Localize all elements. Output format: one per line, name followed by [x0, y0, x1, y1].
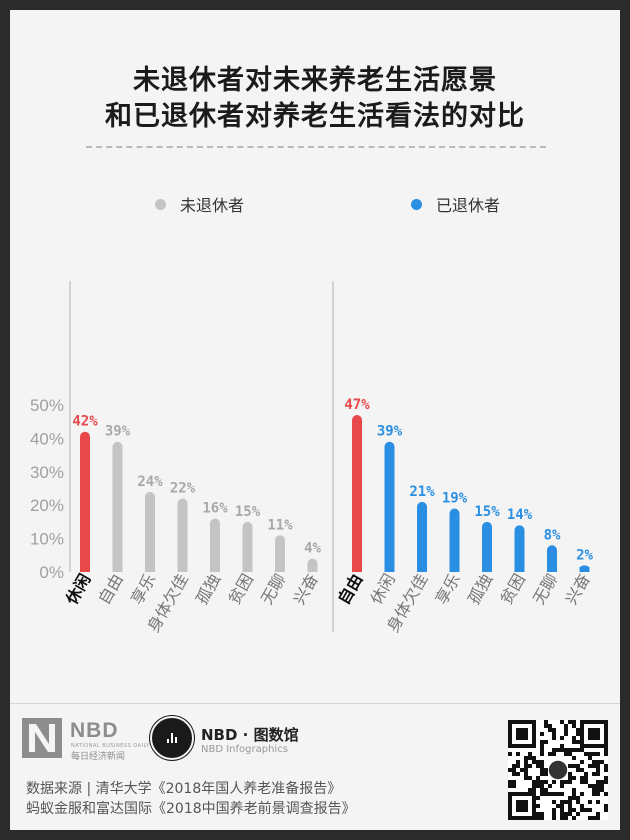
nbd-logo: NBD NATIONAL BUSINESS DAILY 每日经济新闻 — [22, 718, 172, 766]
bar-base — [514, 567, 525, 572]
data-label: 16% — [202, 501, 228, 517]
title-divider — [86, 146, 546, 148]
bar — [145, 491, 155, 572]
nbd-n-icon — [22, 718, 62, 758]
legend-dot-gray — [155, 198, 166, 210]
data-label: 24% — [137, 474, 163, 490]
bar-base — [547, 567, 557, 572]
infographics-title: NBD · 图数馆 — [201, 726, 299, 744]
source-line-2: 蚂蚁金服和富达国际《2018中国养老前景调查报告》 — [26, 801, 356, 817]
category-label: 休闲 — [62, 571, 95, 609]
legend-label: 未退休者 — [180, 196, 245, 215]
category-label: 贫困 — [225, 571, 257, 608]
title-line-1: 未退休者对未来养老生活愿景 — [133, 65, 497, 96]
nbd-subtitle-cn: 每日经济新闻 — [71, 752, 126, 762]
bar-base — [210, 567, 220, 572]
category-label: 贫困 — [497, 571, 529, 608]
data-label: 47% — [344, 397, 370, 413]
bar-base — [80, 567, 90, 572]
legend-item-retired: 已退休者 — [411, 193, 500, 215]
qr-code-icon — [508, 720, 608, 820]
title-line-2: 和已退休者对养老生活看法的对比 — [105, 101, 525, 132]
source-line-1: 数据来源 | 清华大学《2018年国人养老准备报告》 — [26, 781, 342, 797]
category-label: 孤独 — [192, 571, 224, 608]
legend-label: 已退休者 — [436, 196, 501, 215]
data-label: 15% — [235, 504, 261, 520]
data-label: 42% — [72, 414, 98, 430]
data-label: 19% — [442, 491, 468, 507]
nbd-wordmark: NBD — [70, 719, 119, 742]
y-tick-label: 20% — [30, 496, 64, 515]
bar — [275, 535, 285, 572]
data-label: 39% — [377, 424, 403, 440]
bar — [417, 501, 427, 572]
category-label: 兴奋 — [290, 571, 322, 608]
category-label: 兴奋 — [562, 571, 594, 608]
bar — [352, 415, 362, 572]
bar-base — [417, 567, 427, 572]
data-label: 8% — [544, 527, 561, 543]
category-label: 无聊 — [257, 571, 289, 608]
bar — [242, 521, 253, 572]
bar-base — [242, 567, 253, 572]
bar — [80, 431, 90, 572]
legend-item-not-retired: 未退休者 — [155, 193, 244, 215]
bar-base — [482, 567, 492, 572]
data-label: 11% — [267, 517, 293, 533]
legend-dot-blue — [411, 198, 422, 210]
bar — [210, 518, 220, 572]
bar-base — [112, 567, 123, 572]
data-label: 22% — [170, 481, 196, 497]
bar-chart: 0%10%20%30%40%50%42%休闲39%自由24%享乐22%身体欠佳1… — [30, 281, 594, 635]
bar-base — [449, 567, 460, 572]
bar — [482, 521, 492, 572]
data-label: 21% — [409, 484, 435, 500]
bar-base — [307, 567, 318, 572]
bar — [547, 545, 557, 572]
bar — [449, 508, 460, 572]
y-tick-label: 50% — [30, 396, 64, 415]
bar — [112, 441, 123, 572]
bar — [177, 498, 188, 572]
category-label: 享乐 — [432, 571, 464, 608]
footer-divider — [10, 703, 620, 704]
category-label: 孤独 — [464, 571, 496, 608]
category-label: 无聊 — [529, 571, 561, 608]
category-label: 休闲 — [367, 571, 399, 608]
data-label: 14% — [507, 507, 533, 523]
y-tick-label: 30% — [30, 463, 64, 482]
data-label: 2% — [576, 547, 593, 563]
bar-base — [352, 567, 362, 572]
bar-base — [275, 567, 285, 572]
category-label: 自由 — [334, 571, 366, 608]
bar — [514, 525, 525, 572]
y-tick-label: 10% — [30, 530, 64, 549]
bar-base — [384, 567, 395, 572]
bar — [384, 441, 395, 572]
bar-base — [145, 567, 155, 572]
y-tick-label: 40% — [30, 429, 64, 448]
data-label: 15% — [474, 504, 500, 520]
y-tick-label: 0% — [39, 563, 64, 582]
bar-base — [177, 567, 188, 572]
bar-base — [579, 567, 590, 572]
nbd-subtitle-en: NATIONAL BUSINESS DAILY — [71, 743, 150, 749]
category-label: 自由 — [95, 571, 127, 608]
data-label: 39% — [105, 424, 131, 440]
infographics-subtitle: NBD Infographics — [201, 744, 288, 755]
data-label: 4% — [304, 541, 321, 557]
chart-circle-icon — [150, 716, 194, 760]
nbd-infographics-logo: NBD · 图数馆 NBD Infographics — [150, 716, 310, 762]
category-label: 享乐 — [127, 571, 159, 608]
